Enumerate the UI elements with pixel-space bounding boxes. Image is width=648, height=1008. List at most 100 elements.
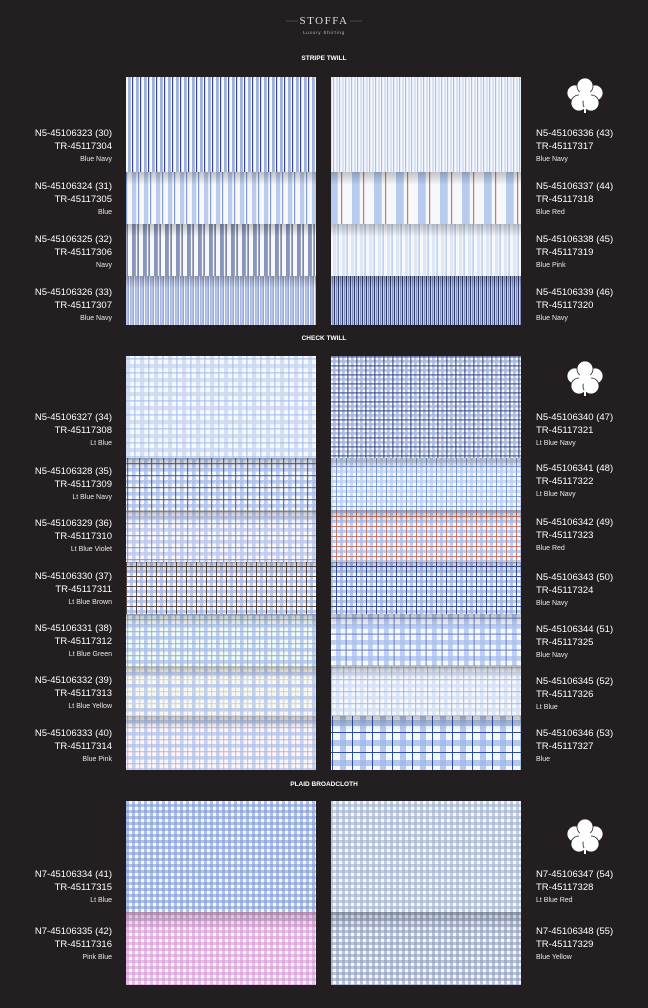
fabric-code: N5-45106333 (40) — [35, 728, 112, 739]
fabric-ref: TR-45117326 — [536, 689, 593, 700]
cotton-icon — [566, 77, 604, 113]
swatch-fold — [126, 510, 316, 562]
fabric-colorway: Lt Blue Green — [69, 651, 112, 658]
fabric-ref: TR-45117328 — [536, 882, 593, 893]
fabric-ref: TR-45117319 — [536, 247, 593, 258]
fabric-colorway: Lt Blue Yellow — [68, 703, 113, 710]
swatch-fold — [331, 912, 521, 985]
swatch-fold — [126, 172, 316, 224]
section-title: STRIPE TWILL — [301, 55, 346, 62]
cotton-icon — [566, 360, 604, 396]
fabric-code: N5-45106324 (31) — [35, 181, 112, 192]
fabric-colorway: Blue Yellow — [536, 954, 573, 961]
swatch-fold — [331, 716, 521, 770]
fabric-code: N5-45106339 (46) — [536, 287, 613, 298]
swatch-fold — [126, 716, 316, 770]
swatch-fold — [331, 172, 521, 224]
fabric-ref: TR-45117314 — [55, 741, 112, 752]
fabric-colorway: Lt Blue Navy — [536, 491, 576, 498]
fabric-colorway: Lt Blue Red — [536, 897, 573, 904]
fabric-ref: TR-45117309 — [55, 479, 112, 490]
fabric-swatch — [126, 77, 316, 172]
cotton-icon — [566, 818, 604, 854]
swatch-fold — [126, 912, 316, 985]
fabric-colorway: Lt Blue Navy — [72, 494, 112, 501]
fabric-code: N5-45106323 (30) — [35, 128, 112, 139]
fabric-colorway: Navy — [96, 262, 112, 269]
fabric-ref: TR-45117321 — [536, 425, 593, 436]
fabric-ref: TR-45117317 — [536, 141, 593, 152]
fabric-colorway: Lt Blue Navy — [536, 440, 576, 447]
fabric-ref: TR-45117313 — [55, 688, 112, 699]
brand: STOFFA — [300, 15, 349, 27]
fabric-code: N5-45106346 (53) — [536, 728, 613, 739]
fabric-colorway: Lt Blue Violet — [71, 546, 112, 553]
fabric-colorway: Blue Red — [536, 545, 565, 552]
swatch-fold — [126, 562, 316, 614]
swatch-fold — [331, 666, 521, 716]
swatch-fold — [126, 224, 316, 276]
fabric-ref: TR-45117305 — [55, 194, 112, 205]
fabric-colorway: Blue Pink — [536, 262, 566, 269]
fabric-swatch — [126, 356, 316, 458]
fabric-colorway: Lt Blue — [536, 704, 558, 711]
fabric-colorway: Lt Blue Brown — [68, 599, 112, 606]
fabric-swatch — [331, 77, 521, 172]
section-title: CHECK TWILL — [302, 335, 347, 342]
fabric-colorway: Pink Blue — [82, 954, 112, 961]
fabric-colorway: Lt Blue — [90, 440, 112, 447]
fabric-swatch — [331, 356, 521, 458]
fabric-ref: TR-45117312 — [55, 636, 112, 647]
fabric-code: N5-45106343 (50) — [536, 572, 613, 583]
fabric-ref: TR-45117316 — [55, 939, 112, 950]
fabric-colorway: Blue Navy — [80, 315, 112, 322]
fabric-ref: TR-45117306 — [55, 247, 112, 258]
fabric-code: N5-45106332 (39) — [35, 675, 112, 686]
fabric-code: N5-45106344 (51) — [536, 624, 613, 635]
fabric-colorway: Blue Navy — [536, 600, 568, 607]
swatch-fold — [126, 666, 316, 716]
tagline: Luxury Shirting — [303, 30, 345, 35]
fabric-colorway: Lt Blue — [90, 897, 112, 904]
fabric-ref: TR-45117327 — [536, 741, 593, 752]
fabric-colorway: Blue Navy — [536, 652, 568, 659]
fabric-ref: TR-45117310 — [55, 531, 112, 542]
fabric-code: N5-45106326 (33) — [35, 287, 112, 298]
fabric-code: N5-45106342 (49) — [536, 517, 613, 528]
fabric-ref: TR-45117325 — [536, 637, 593, 648]
fabric-ref: TR-45117304 — [55, 141, 112, 152]
swatch-fold — [126, 614, 316, 666]
fabric-colorway: Blue — [536, 756, 550, 763]
fabric-ref: TR-45117329 — [536, 939, 593, 950]
fabric-ref: TR-45117323 — [536, 530, 593, 541]
fabric-colorway: Blue Navy — [536, 156, 568, 163]
fabric-code: N5-45106337 (44) — [536, 181, 613, 192]
swatch-fold — [331, 276, 521, 325]
fabric-ref: TR-45117311 — [55, 584, 112, 595]
fabric-ref: TR-45117322 — [536, 476, 593, 487]
fabric-code: N5-45106327 (34) — [35, 412, 112, 423]
swatch-fold — [331, 510, 521, 562]
swatch-fold — [331, 458, 521, 510]
content: STRIPE TWILL N5-45106323 (30) TR-45117304 B… — [35, 55, 613, 985]
swatch-fold — [126, 276, 316, 325]
fabric-code: N5-45106325 (32) — [35, 234, 112, 245]
fabric-swatch — [126, 801, 316, 912]
fabric-swatch — [331, 801, 521, 912]
fabric-ref: TR-45117307 — [55, 300, 112, 311]
swatch-fold — [331, 562, 521, 614]
fabric-code: N7-45106335 (42) — [35, 926, 112, 937]
fabric-colorway: Blue — [98, 209, 112, 216]
fabric-colorway: Blue Navy — [536, 315, 568, 322]
fabric-colorway: Blue Red — [536, 209, 565, 216]
fabric-code: N5-45106328 (35) — [35, 466, 112, 477]
fabric-code: N5-45106341 (48) — [536, 463, 613, 474]
fabric-ref: TR-45117308 — [55, 425, 112, 436]
fabric-code: N7-45106348 (55) — [536, 926, 613, 937]
fabric-code: N7-45106334 (41) — [35, 869, 112, 880]
fabric-code: N7-45106347 (54) — [536, 869, 613, 880]
section-title: PLAID BROADCLOTH — [290, 781, 358, 788]
fabric-ref: TR-45117320 — [536, 300, 593, 311]
